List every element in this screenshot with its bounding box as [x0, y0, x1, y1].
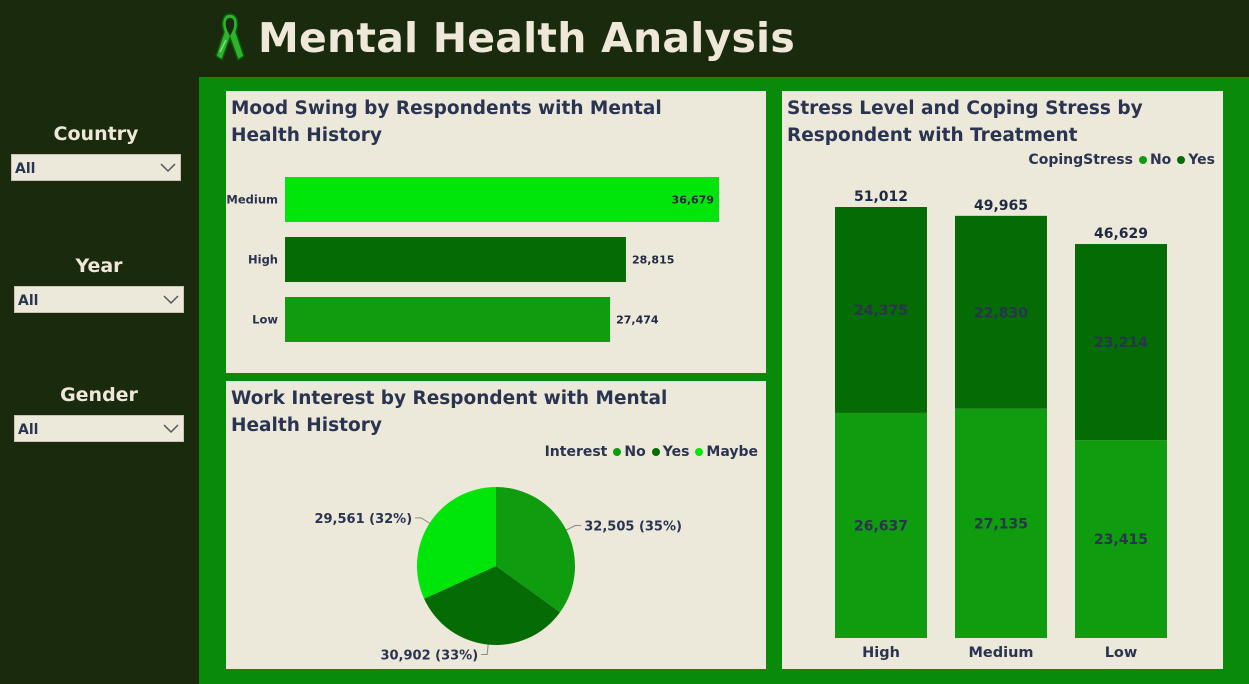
slice-label: 32,505 (35%) [584, 520, 682, 535]
page-title: Mental Health Analysis [258, 14, 795, 62]
slice-label: 29,561 (32%) [314, 512, 412, 527]
gender-filter-label: Gender [60, 384, 138, 406]
segment-label: 22,830 [974, 305, 1028, 321]
mood-swing-title: Mood Swing by Respondents with Mental He… [231, 98, 662, 146]
bar-high[interactable] [285, 237, 626, 282]
legend-dot-icon [1177, 155, 1186, 164]
legend-title: Interest [544, 444, 608, 460]
legend-title: CopingStress [1028, 152, 1133, 168]
stress-level-legend: CopingStress No Yes [1028, 152, 1215, 168]
chevron-down-icon [163, 295, 179, 305]
pie-slice-maybe[interactable] [417, 487, 496, 599]
data-label: 36,679 [672, 194, 714, 207]
pie-slice-no[interactable] [496, 487, 576, 613]
bar-low[interactable] [285, 297, 611, 342]
title-bar: Mental Health Analysis [0, 0, 1249, 80]
country-dropdown-value: All [15, 161, 36, 177]
year-filter-label: Year [75, 255, 123, 277]
awareness-ribbon-icon [215, 13, 245, 62]
legend-item-yes: Yes [1188, 152, 1215, 168]
leader-line [415, 517, 430, 524]
work-interest-legend: Interest No Yes Maybe [545, 444, 758, 460]
total-label: 51,012 [854, 189, 908, 205]
chevron-down-icon [163, 424, 179, 434]
bar-segment-no[interactable] [1075, 440, 1167, 638]
leader-line [481, 644, 489, 656]
gender-dropdown-value: All [18, 422, 39, 438]
category-label: High [862, 645, 900, 661]
legend-item-maybe: Maybe [706, 444, 758, 460]
bar-segment-yes[interactable] [1075, 244, 1167, 441]
legend-dot-icon [695, 447, 704, 456]
stress-level-card[interactable]: Stress Level and Coping Stress by Respon… [782, 91, 1223, 669]
category-label: Low [1105, 645, 1138, 661]
category-label: High [248, 253, 278, 267]
work-interest-card[interactable]: Work Interest by Respondent with Mental … [226, 381, 766, 669]
legend-item-no: No [1149, 152, 1172, 168]
category-label: Medium [968, 645, 1033, 661]
year-dropdown[interactable]: All [14, 286, 184, 313]
stress-level-chart[interactable]: 26,637 24,375 51,012 High 27,135 22,830 49,965… [782, 91, 1223, 669]
country-dropdown[interactable]: All [11, 154, 181, 181]
legend-dot-icon [651, 447, 660, 456]
bar-segment-yes[interactable] [835, 207, 927, 413]
legend-item-no: No [624, 444, 646, 460]
leader-line [566, 525, 582, 531]
segment-label: 26,637 [854, 518, 908, 534]
gender-dropdown[interactable]: All [14, 415, 184, 442]
data-label: 28,815 [632, 254, 674, 267]
segment-label: 27,135 [974, 516, 1028, 532]
legend-dot-icon [613, 447, 622, 456]
category-label: Low [252, 313, 278, 327]
category-label: Medium [226, 193, 278, 207]
segment-label: 23,214 [1094, 335, 1148, 351]
bar-medium[interactable] [285, 177, 719, 222]
bar-segment-no[interactable] [835, 412, 927, 638]
data-label: 27,474 [616, 314, 659, 327]
legend-dot-icon [1138, 155, 1147, 164]
total-label: 49,965 [974, 198, 1028, 214]
slice-label: 30,902 (33%) [380, 649, 478, 664]
segment-label: 24,375 [854, 303, 908, 319]
chevron-down-icon [160, 163, 176, 173]
stress-level-title: Stress Level and Coping Stress by Respon… [787, 98, 1143, 146]
mood-swing-chart[interactable]: Medium 36,679 High 28,815 Low 27,474 [226, 91, 766, 373]
work-interest-title: Work Interest by Respondent with Mental … [231, 388, 668, 436]
legend-item-yes: Yes [662, 444, 690, 460]
work-interest-chart[interactable]: 32,505 (35%) 30,902 (33%) 29,561 (32%) [226, 381, 766, 669]
segment-label: 23,415 [1094, 532, 1148, 548]
total-label: 46,629 [1094, 226, 1148, 242]
country-filter-label: Country [53, 123, 139, 145]
bar-segment-yes[interactable] [955, 215, 1047, 409]
mood-swing-card[interactable]: Mood Swing by Respondents with Mental He… [226, 91, 766, 373]
bar-segment-no[interactable] [955, 408, 1047, 638]
year-dropdown-value: All [18, 293, 39, 309]
pie-slice-yes[interactable] [424, 566, 561, 645]
